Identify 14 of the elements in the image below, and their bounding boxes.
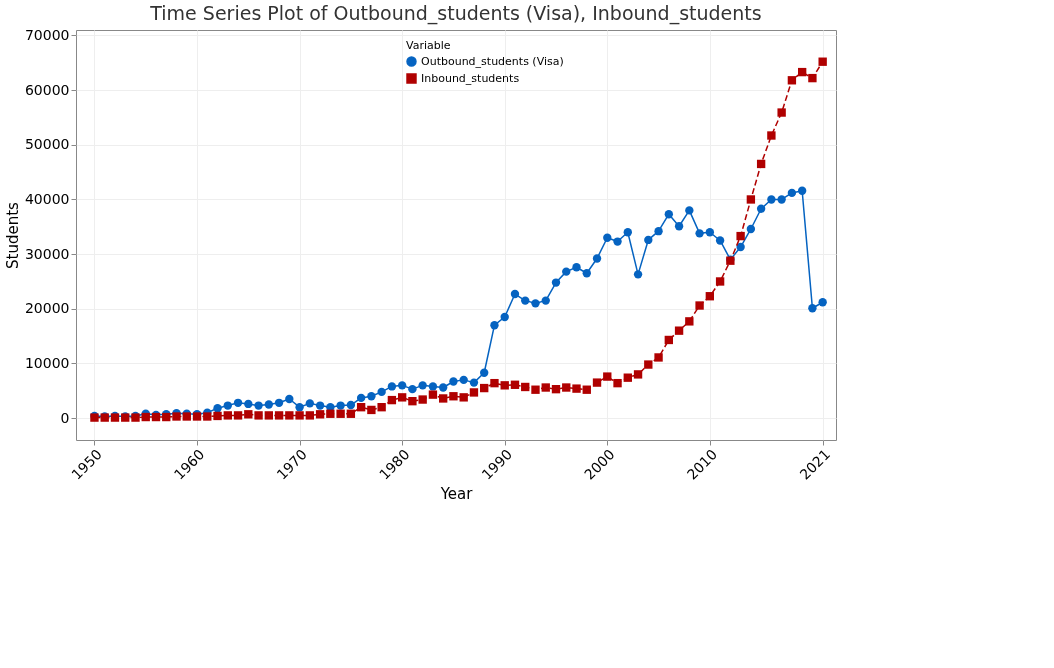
y-tick-label: 60000 bbox=[24, 81, 70, 98]
y-axis-title: Students bbox=[3, 201, 22, 269]
y-tick-label: 70000 bbox=[24, 26, 70, 43]
y-tick-label: 50000 bbox=[24, 136, 70, 153]
chart-title: Time Series Plot of Outbound_students (Visa), Inbound_students bbox=[149, 2, 762, 26]
legend-label: Inbound_students bbox=[421, 71, 520, 85]
legend-title: Variable bbox=[406, 39, 451, 52]
x-axis-title: Year bbox=[439, 484, 474, 503]
y-tick-label: 10000 bbox=[24, 354, 70, 371]
y-tick-label: 40000 bbox=[24, 190, 70, 207]
y-tick-label: 20000 bbox=[24, 300, 70, 317]
legend-label: Outbound_students (Visa) bbox=[421, 54, 564, 68]
y-tick-label: 0 bbox=[60, 409, 70, 426]
y-tick-label: 30000 bbox=[24, 245, 70, 262]
